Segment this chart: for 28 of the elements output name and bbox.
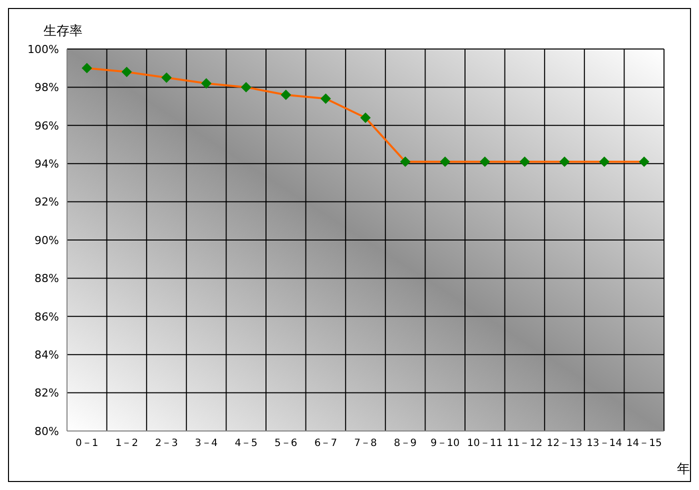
y-axis-title: 生存率 — [44, 23, 82, 39]
x-tick-label: 3－4 — [194, 438, 218, 450]
x-tick-label: 12－13 — [546, 438, 582, 450]
y-tick-label: 88% — [34, 272, 59, 286]
x-tick-label: 10－11 — [467, 438, 503, 450]
x-tick-label: 4－5 — [234, 438, 258, 450]
y-tick-label: 94% — [34, 158, 59, 171]
y-tick-label: 92% — [34, 196, 59, 209]
y-tick-label: 100% — [28, 42, 59, 56]
y-tick-label: 96% — [34, 119, 59, 132]
y-tick-label: 82% — [34, 386, 59, 400]
x-tick-label: 6－7 — [314, 438, 338, 450]
x-tick-label: 9－10 — [430, 438, 460, 450]
x-tick-label: 5－6 — [274, 438, 298, 450]
x-tick-label: 0－1 — [76, 438, 98, 450]
y-tick-label: 84% — [34, 348, 59, 362]
x-tick-label: 14－15 — [626, 438, 662, 450]
y-tick-label: 80% — [34, 424, 59, 438]
y-tick-label: 90% — [34, 234, 59, 247]
x-tick-label: 7－8 — [354, 438, 377, 450]
x-tick-label: 11－12 — [506, 438, 542, 450]
x-tick-label: 13－14 — [586, 438, 622, 450]
x-tick-label: 1－2 — [115, 438, 138, 450]
y-tick-label: 98% — [34, 81, 59, 94]
x-tick-label: 8－9 — [394, 438, 417, 450]
x-tick-label: 2－3 — [155, 438, 178, 450]
y-tick-label: 86% — [34, 310, 59, 324]
x-axis-title: 年 — [677, 462, 690, 477]
